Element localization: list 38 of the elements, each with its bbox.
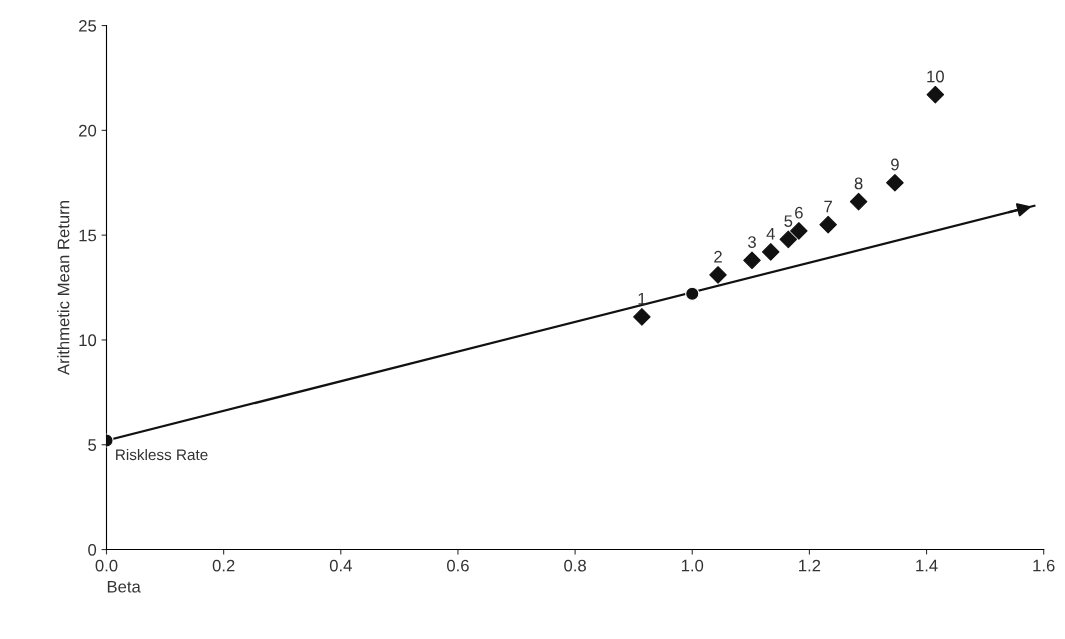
point — [790, 222, 808, 240]
annotation: 5 — [784, 215, 793, 228]
point — [761, 243, 780, 261]
y-tick-label: 20 — [79, 124, 97, 137]
annotation: 10 — [927, 70, 944, 83]
x-tick-label: 0.4 — [329, 559, 352, 572]
point — [779, 230, 798, 249]
x-tick-label: 0.2 — [212, 559, 235, 572]
y-tick-label: 5 — [88, 439, 97, 451]
y-tick-label: 15 — [79, 229, 97, 242]
annotation: 2 — [714, 250, 722, 263]
x-axis-title: Beta — [107, 580, 141, 593]
annotation: 9 — [891, 158, 899, 171]
annotation: 8 — [854, 177, 863, 190]
y-axis-title: Arithmetic Mean Return — [57, 201, 70, 376]
point — [926, 85, 945, 104]
point — [849, 192, 868, 211]
x-tick-label: 0.6 — [447, 559, 469, 572]
x-tick-label: 1.2 — [799, 559, 821, 572]
x-tick-label: 1.0 — [681, 559, 704, 572]
point — [886, 173, 904, 192]
x-tick-label: 1.6 — [1033, 559, 1055, 572]
point — [633, 308, 651, 326]
point — [709, 266, 727, 284]
x-tick-label: 0.0 — [95, 559, 118, 572]
annotation: 3 — [748, 236, 756, 248]
point — [819, 215, 837, 234]
point — [743, 251, 761, 270]
x-tick-label: 1.4 — [916, 559, 938, 572]
annotation: 6 — [795, 206, 803, 219]
x-tick-label: 0.8 — [564, 559, 586, 572]
y-tick-label: 10 — [79, 334, 97, 347]
y-tick-label: 25 — [79, 19, 97, 32]
y-tick-label: 0 — [88, 543, 97, 556]
annotation: 4 — [766, 227, 775, 240]
annotation: 7 — [824, 200, 832, 213]
annotation: Riskless Rate — [116, 448, 208, 461]
annotation: 1 — [638, 292, 646, 305]
